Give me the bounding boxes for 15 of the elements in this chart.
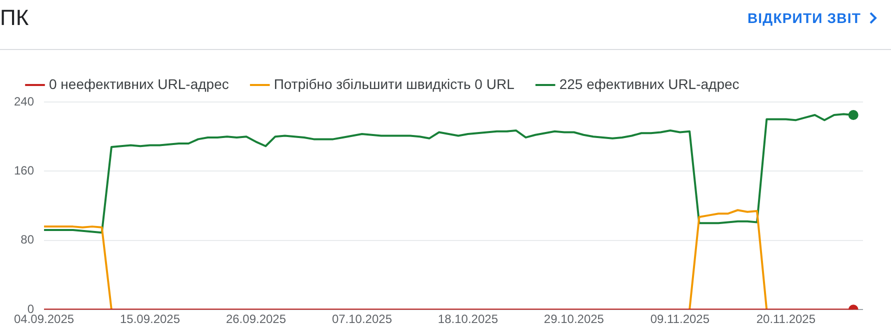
y-tick-label: 80	[20, 232, 34, 247]
x-tick-label: 20.11.2025	[756, 312, 816, 326]
x-tick-label: 18.10.2025	[438, 312, 498, 326]
y-tick-label: 160	[14, 164, 34, 178]
x-tick-label: 07.10.2025	[332, 312, 392, 326]
legend-label: 0 неефективних URL-адрес	[49, 76, 229, 92]
legend-label: 225 ефективних URL-адрес	[559, 76, 740, 92]
legend-label: Потрібно збільшити швидкість 0 URL	[274, 76, 515, 92]
x-tick-label: 29.10.2025	[544, 312, 604, 326]
x-tick-label: 15.09.2025	[120, 312, 180, 326]
chart-title: ПК	[0, 4, 29, 30]
x-tick-label: 26.09.2025	[226, 312, 286, 326]
text: ВІДКРИТИ ЗВІТ	[747, 10, 861, 26]
y-tick-label: 240	[14, 94, 34, 108]
x-tick-label: 09.11.2025	[650, 312, 710, 326]
